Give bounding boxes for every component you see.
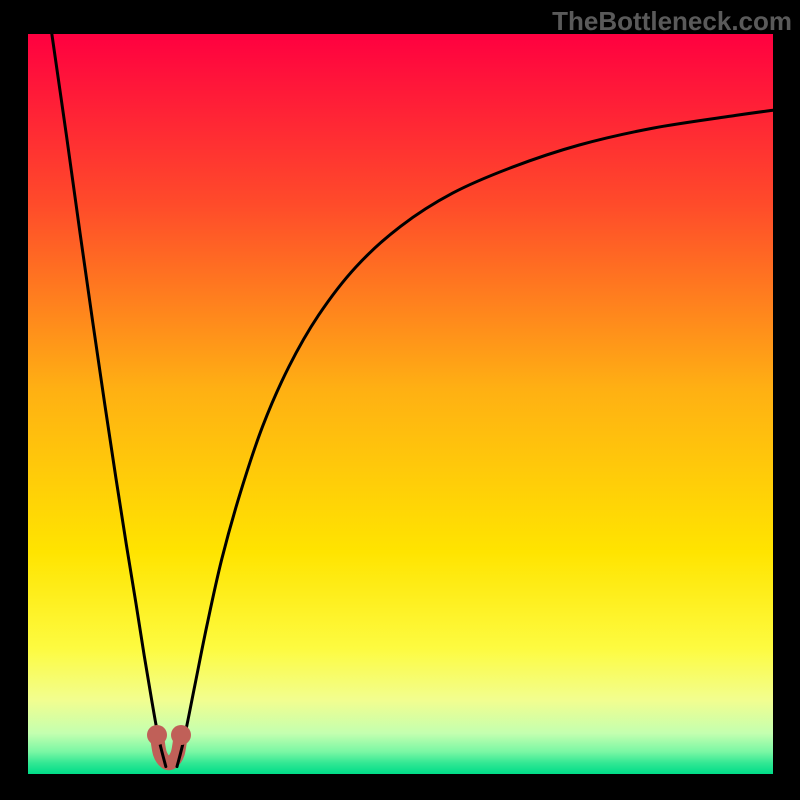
curve-layer [28, 34, 773, 774]
left-curve-path [52, 34, 166, 767]
valley-marker [171, 725, 191, 745]
plot-area [28, 34, 773, 774]
canvas-root: TheBottleneck.com [0, 0, 800, 800]
right-curve-path [177, 110, 773, 766]
watermark-text: TheBottleneck.com [552, 6, 792, 37]
valley-marker [147, 725, 167, 745]
